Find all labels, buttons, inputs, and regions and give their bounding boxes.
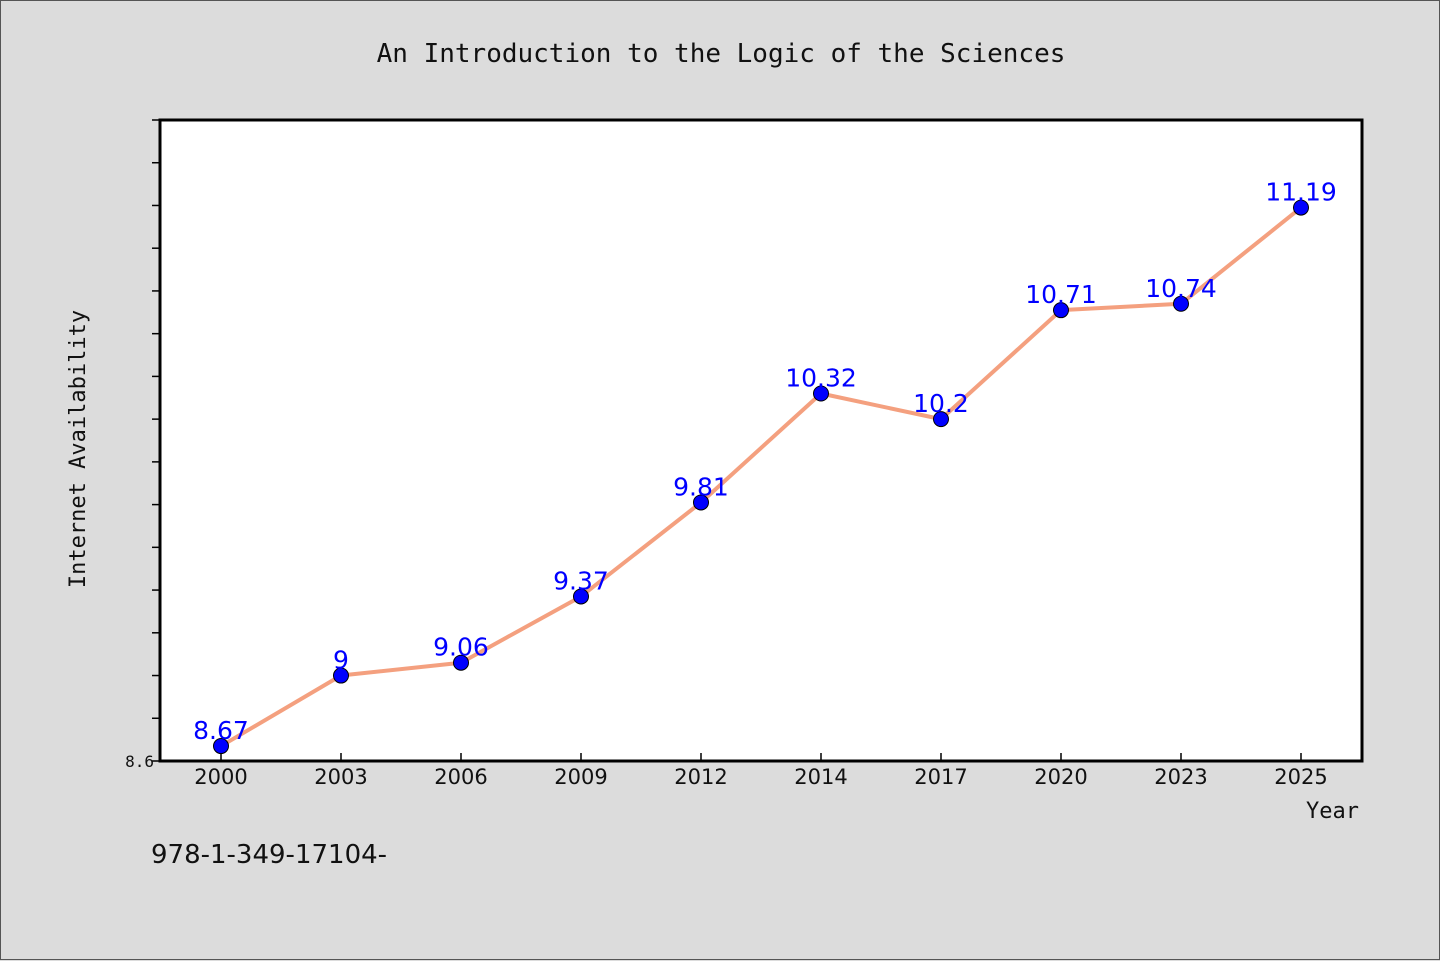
data-point [573, 588, 589, 605]
data-point [1173, 295, 1189, 312]
data-label: 8.67 [193, 716, 249, 745]
series-layer: 8.67 9 9.06 9.37 9.81 10.32 10.2 10.71 10.74 11.1… [193, 178, 1337, 755]
data-point [1293, 199, 1309, 216]
chart-title: An Introduction to the Logic of the Scie… [377, 39, 1066, 69]
data-label: 10.2 [913, 389, 969, 418]
y-axis-ticks [152, 119, 160, 762]
x-tick-label: 2006 [434, 765, 487, 789]
data-point [933, 411, 949, 428]
data-label: 11.19 [1265, 178, 1337, 207]
data-point [333, 667, 349, 684]
x-axis-ticks: 2000 2003 2006 2009 2012 2014 2017 2020 2023 2025 [194, 753, 1328, 789]
x-tick-label: 2003 [314, 765, 367, 789]
x-axis-label: Year [1306, 799, 1359, 824]
data-point [453, 654, 469, 671]
data-label: 10.74 [1145, 274, 1217, 303]
data-point [213, 738, 229, 755]
x-tick-label: 2025 [1274, 765, 1327, 789]
data-point [813, 385, 829, 402]
data-point [1053, 302, 1069, 319]
x-tick-label: 2000 [194, 765, 247, 789]
x-tick-label: 2012 [674, 765, 727, 789]
data-label: 9 [333, 646, 349, 675]
data-label: 9.37 [553, 566, 609, 595]
footer-isbn: 978-1-349-17104- [151, 840, 387, 870]
series-line [219, 206, 1303, 748]
x-tick-label: 2014 [794, 765, 847, 789]
y-tick-label: 8.6 [125, 752, 154, 771]
data-label: 10.71 [1025, 280, 1097, 309]
data-label: 9.06 [433, 633, 489, 662]
y-axis-label: Internet Availability [66, 310, 91, 588]
data-point [693, 494, 709, 511]
x-tick-label: 2020 [1034, 765, 1087, 789]
data-label: 9.81 [673, 472, 729, 501]
x-tick-label: 2023 [1154, 765, 1207, 789]
plot-area [158, 118, 1364, 763]
x-tick-label: 2017 [914, 765, 967, 789]
x-tick-label: 2009 [554, 765, 607, 789]
data-label: 10.32 [785, 363, 857, 392]
